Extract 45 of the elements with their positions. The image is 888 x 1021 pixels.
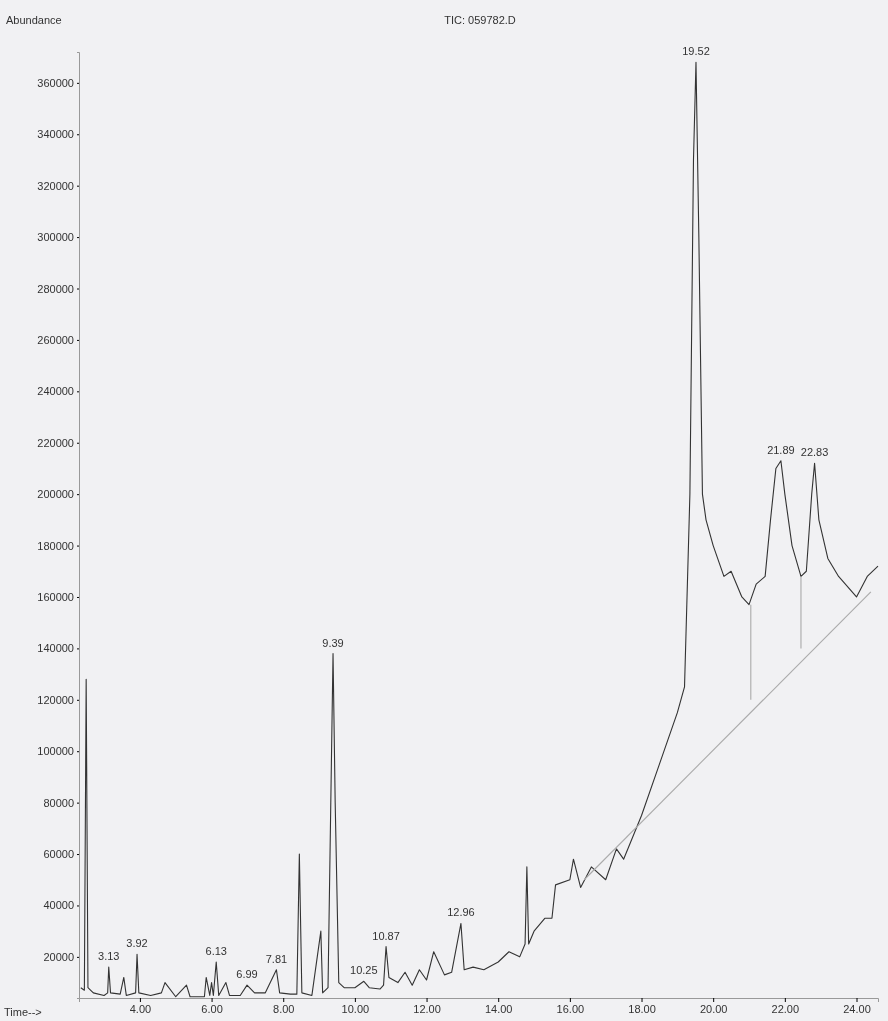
y-axis-title: Abundance — [6, 14, 62, 26]
annotation: 19.52 — [682, 45, 710, 58]
line-series — [80, 61, 879, 998]
y-tick-label: 60000 — [43, 848, 74, 861]
x-axis-title: Time--> — [4, 1006, 42, 1018]
annotation: 7.81 — [265, 952, 288, 965]
annotation: 21.89 — [767, 443, 795, 456]
y-tick-label: 260000 — [37, 333, 74, 346]
y-tick-label: 320000 — [37, 179, 74, 192]
x-tick-label: 4.00 — [129, 1002, 152, 1015]
x-tick-label: 24.00 — [843, 1002, 871, 1015]
annotation: 3.13 — [98, 950, 120, 963]
y-tick-label: 300000 — [37, 231, 74, 244]
annotation: 12.96 — [447, 906, 475, 919]
annotation: 6.99 — [236, 968, 258, 981]
x-tick-label: 12.00 — [413, 1002, 441, 1015]
y-tick-label: 240000 — [37, 385, 74, 398]
y-tick-label: 340000 — [37, 128, 74, 141]
y-tick-label: 20000 — [43, 950, 74, 963]
x-tick-label: 14.00 — [484, 1002, 513, 1015]
chart-title: TIC: 059782.D — [444, 14, 516, 26]
x-tick-label: 18.00 — [628, 1002, 656, 1015]
annotation: 6.13 — [205, 945, 227, 958]
annotation: 10.25 — [350, 964, 378, 977]
y-tick-label: 160000 — [37, 591, 74, 603]
x-tick-label: 16.00 — [556, 1002, 585, 1015]
y-tick-label: 140000 — [37, 642, 74, 655]
y-tick-label: 100000 — [37, 745, 74, 758]
annotation: 22.83 — [800, 446, 829, 459]
y-tick-label: 280000 — [37, 282, 74, 295]
x-tick-label: 8.00 — [273, 1002, 295, 1015]
x-tick-label: 10.00 — [341, 1002, 370, 1015]
y-tick-label: 220000 — [37, 436, 74, 449]
x-tick-label: 6.00 — [201, 1002, 223, 1015]
y-tick-label: 180000 — [37, 539, 74, 552]
annotation: 10.87 — [372, 929, 400, 942]
y-tick-label: 80000 — [43, 796, 74, 809]
y-tick-label: 40000 — [43, 899, 74, 912]
y-tick-label: 120000 — [37, 693, 74, 706]
y-tick-label: 200000 — [37, 488, 74, 501]
x-tick-label: 20.00 — [699, 1002, 728, 1015]
x-tick-label: 22.00 — [771, 1002, 800, 1015]
y-tick-label: 360000 — [37, 76, 74, 89]
annotation: 3.92 — [126, 937, 148, 950]
annotation: 9.39 — [322, 636, 344, 649]
